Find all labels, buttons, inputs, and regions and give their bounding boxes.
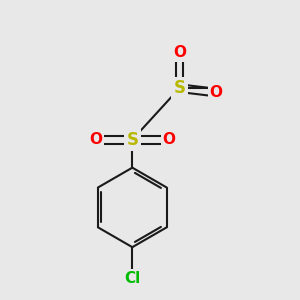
- Text: Cl: Cl: [124, 271, 140, 286]
- Text: O: O: [173, 45, 186, 60]
- Text: O: O: [89, 132, 102, 147]
- Text: O: O: [163, 132, 176, 147]
- Text: S: S: [173, 79, 185, 97]
- Text: O: O: [210, 85, 223, 100]
- Text: S: S: [126, 131, 138, 149]
